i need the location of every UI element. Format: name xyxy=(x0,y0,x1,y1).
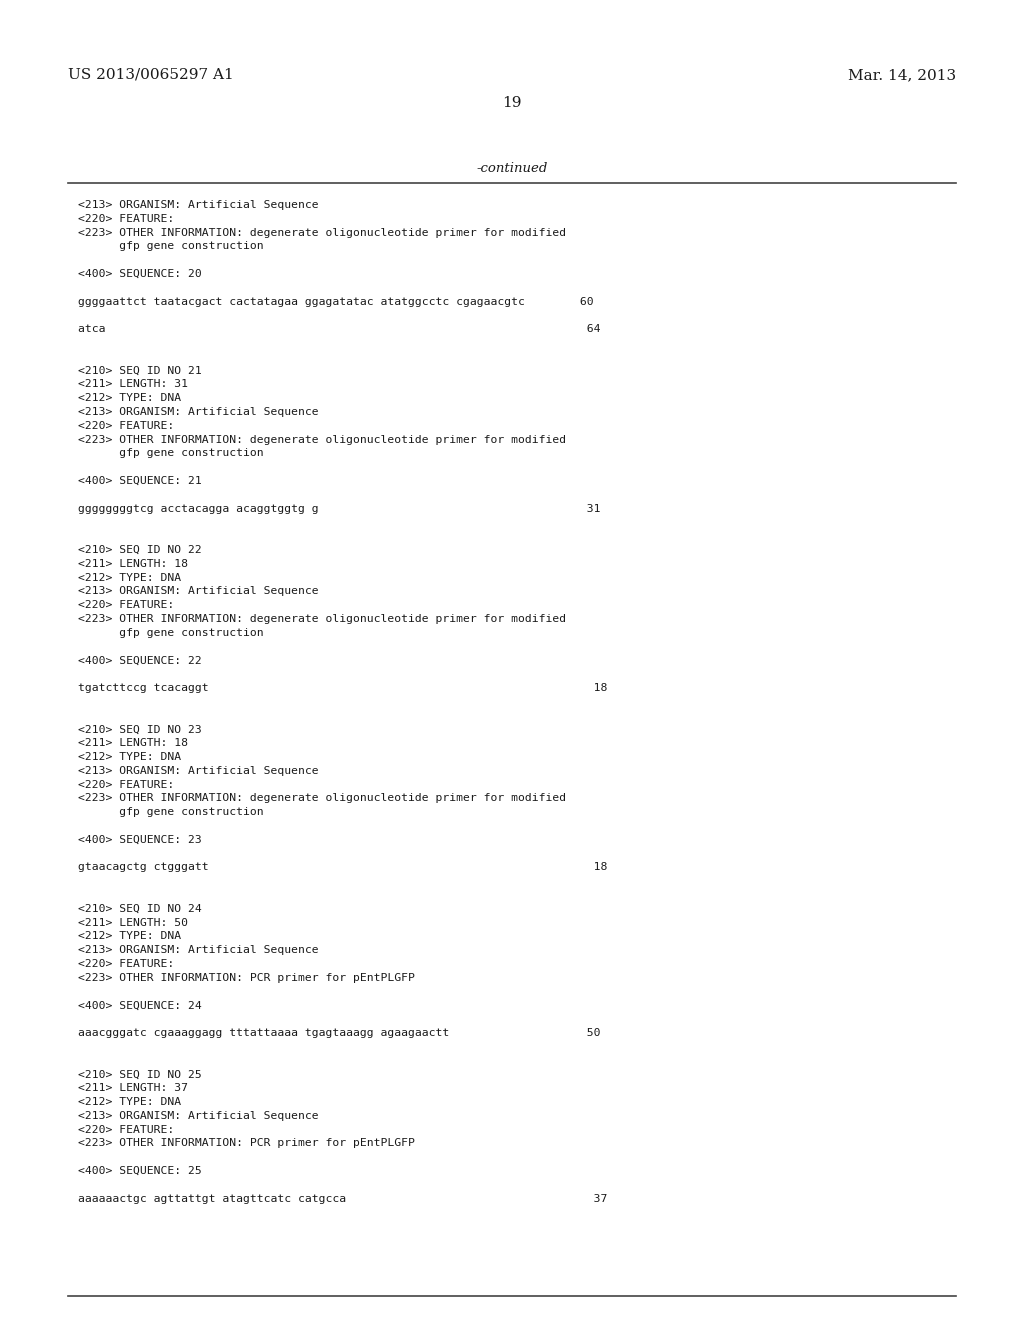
Text: <223> OTHER INFORMATION: PCR primer for pEntPLGFP: <223> OTHER INFORMATION: PCR primer for … xyxy=(78,1138,415,1148)
Text: <212> TYPE: DNA: <212> TYPE: DNA xyxy=(78,932,181,941)
Text: <210> SEQ ID NO 21: <210> SEQ ID NO 21 xyxy=(78,366,202,376)
Text: <211> LENGTH: 50: <211> LENGTH: 50 xyxy=(78,917,188,928)
Text: <210> SEQ ID NO 24: <210> SEQ ID NO 24 xyxy=(78,904,202,913)
Text: <212> TYPE: DNA: <212> TYPE: DNA xyxy=(78,752,181,762)
Text: <212> TYPE: DNA: <212> TYPE: DNA xyxy=(78,1097,181,1107)
Text: <400> SEQUENCE: 23: <400> SEQUENCE: 23 xyxy=(78,834,202,845)
Text: <213> ORGANISM: Artificial Sequence: <213> ORGANISM: Artificial Sequence xyxy=(78,945,318,956)
Text: <220> FEATURE:: <220> FEATURE: xyxy=(78,601,174,610)
Text: gfp gene construction: gfp gene construction xyxy=(78,449,263,458)
Text: <211> LENGTH: 31: <211> LENGTH: 31 xyxy=(78,379,188,389)
Text: tgatcttccg tcacaggt                                                        18: tgatcttccg tcacaggt 18 xyxy=(78,682,607,693)
Text: aaaaaactgc agttattgt atagttcatc catgcca                                    37: aaaaaactgc agttattgt atagttcatc catgcca … xyxy=(78,1193,607,1204)
Text: <213> ORGANISM: Artificial Sequence: <213> ORGANISM: Artificial Sequence xyxy=(78,1111,318,1121)
Text: <211> LENGTH: 18: <211> LENGTH: 18 xyxy=(78,558,188,569)
Text: US 2013/0065297 A1: US 2013/0065297 A1 xyxy=(68,69,233,82)
Text: <212> TYPE: DNA: <212> TYPE: DNA xyxy=(78,393,181,403)
Text: <223> OTHER INFORMATION: degenerate oligonucleotide primer for modified: <223> OTHER INFORMATION: degenerate olig… xyxy=(78,227,566,238)
Text: <210> SEQ ID NO 25: <210> SEQ ID NO 25 xyxy=(78,1069,202,1080)
Text: <223> OTHER INFORMATION: degenerate oligonucleotide primer for modified: <223> OTHER INFORMATION: degenerate olig… xyxy=(78,434,566,445)
Text: gfp gene construction: gfp gene construction xyxy=(78,628,263,638)
Text: <400> SEQUENCE: 25: <400> SEQUENCE: 25 xyxy=(78,1166,202,1176)
Text: <210> SEQ ID NO 22: <210> SEQ ID NO 22 xyxy=(78,545,202,554)
Text: <220> FEATURE:: <220> FEATURE: xyxy=(78,780,174,789)
Text: -continued: -continued xyxy=(476,162,548,176)
Text: <400> SEQUENCE: 24: <400> SEQUENCE: 24 xyxy=(78,1001,202,1010)
Text: <220> FEATURE:: <220> FEATURE: xyxy=(78,960,174,969)
Text: ggggaattct taatacgact cactatagaa ggagatatac atatggcctc cgagaacgtc        60: ggggaattct taatacgact cactatagaa ggagata… xyxy=(78,297,594,306)
Text: <400> SEQUENCE: 22: <400> SEQUENCE: 22 xyxy=(78,656,202,665)
Text: <223> OTHER INFORMATION: degenerate oligonucleotide primer for modified: <223> OTHER INFORMATION: degenerate olig… xyxy=(78,614,566,624)
Text: gtaacagctg ctgggatt                                                        18: gtaacagctg ctgggatt 18 xyxy=(78,862,607,873)
Text: <213> ORGANISM: Artificial Sequence: <213> ORGANISM: Artificial Sequence xyxy=(78,201,318,210)
Text: aaacgggatc cgaaaggagg tttattaaaa tgagtaaagg agaagaactt                    50: aaacgggatc cgaaaggagg tttattaaaa tgagtaa… xyxy=(78,1028,600,1038)
Text: <210> SEQ ID NO 23: <210> SEQ ID NO 23 xyxy=(78,725,202,734)
Text: 19: 19 xyxy=(502,96,522,110)
Text: <223> OTHER INFORMATION: PCR primer for pEntPLGFP: <223> OTHER INFORMATION: PCR primer for … xyxy=(78,973,415,983)
Text: <220> FEATURE:: <220> FEATURE: xyxy=(78,1125,174,1135)
Text: <211> LENGTH: 18: <211> LENGTH: 18 xyxy=(78,738,188,748)
Text: Mar. 14, 2013: Mar. 14, 2013 xyxy=(848,69,956,82)
Text: <400> SEQUENCE: 21: <400> SEQUENCE: 21 xyxy=(78,477,202,486)
Text: <211> LENGTH: 37: <211> LENGTH: 37 xyxy=(78,1084,188,1093)
Text: atca                                                                      64: atca 64 xyxy=(78,325,600,334)
Text: <213> ORGANISM: Artificial Sequence: <213> ORGANISM: Artificial Sequence xyxy=(78,766,318,776)
Text: ggggggggtcg acctacagga acaggtggtg g                                       31: ggggggggtcg acctacagga acaggtggtg g 31 xyxy=(78,504,600,513)
Text: <212> TYPE: DNA: <212> TYPE: DNA xyxy=(78,573,181,582)
Text: <220> FEATURE:: <220> FEATURE: xyxy=(78,421,174,430)
Text: gfp gene construction: gfp gene construction xyxy=(78,808,263,817)
Text: <213> ORGANISM: Artificial Sequence: <213> ORGANISM: Artificial Sequence xyxy=(78,586,318,597)
Text: <400> SEQUENCE: 20: <400> SEQUENCE: 20 xyxy=(78,269,202,279)
Text: <220> FEATURE:: <220> FEATURE: xyxy=(78,214,174,224)
Text: gfp gene construction: gfp gene construction xyxy=(78,242,263,251)
Text: <223> OTHER INFORMATION: degenerate oligonucleotide primer for modified: <223> OTHER INFORMATION: degenerate olig… xyxy=(78,793,566,804)
Text: <213> ORGANISM: Artificial Sequence: <213> ORGANISM: Artificial Sequence xyxy=(78,407,318,417)
